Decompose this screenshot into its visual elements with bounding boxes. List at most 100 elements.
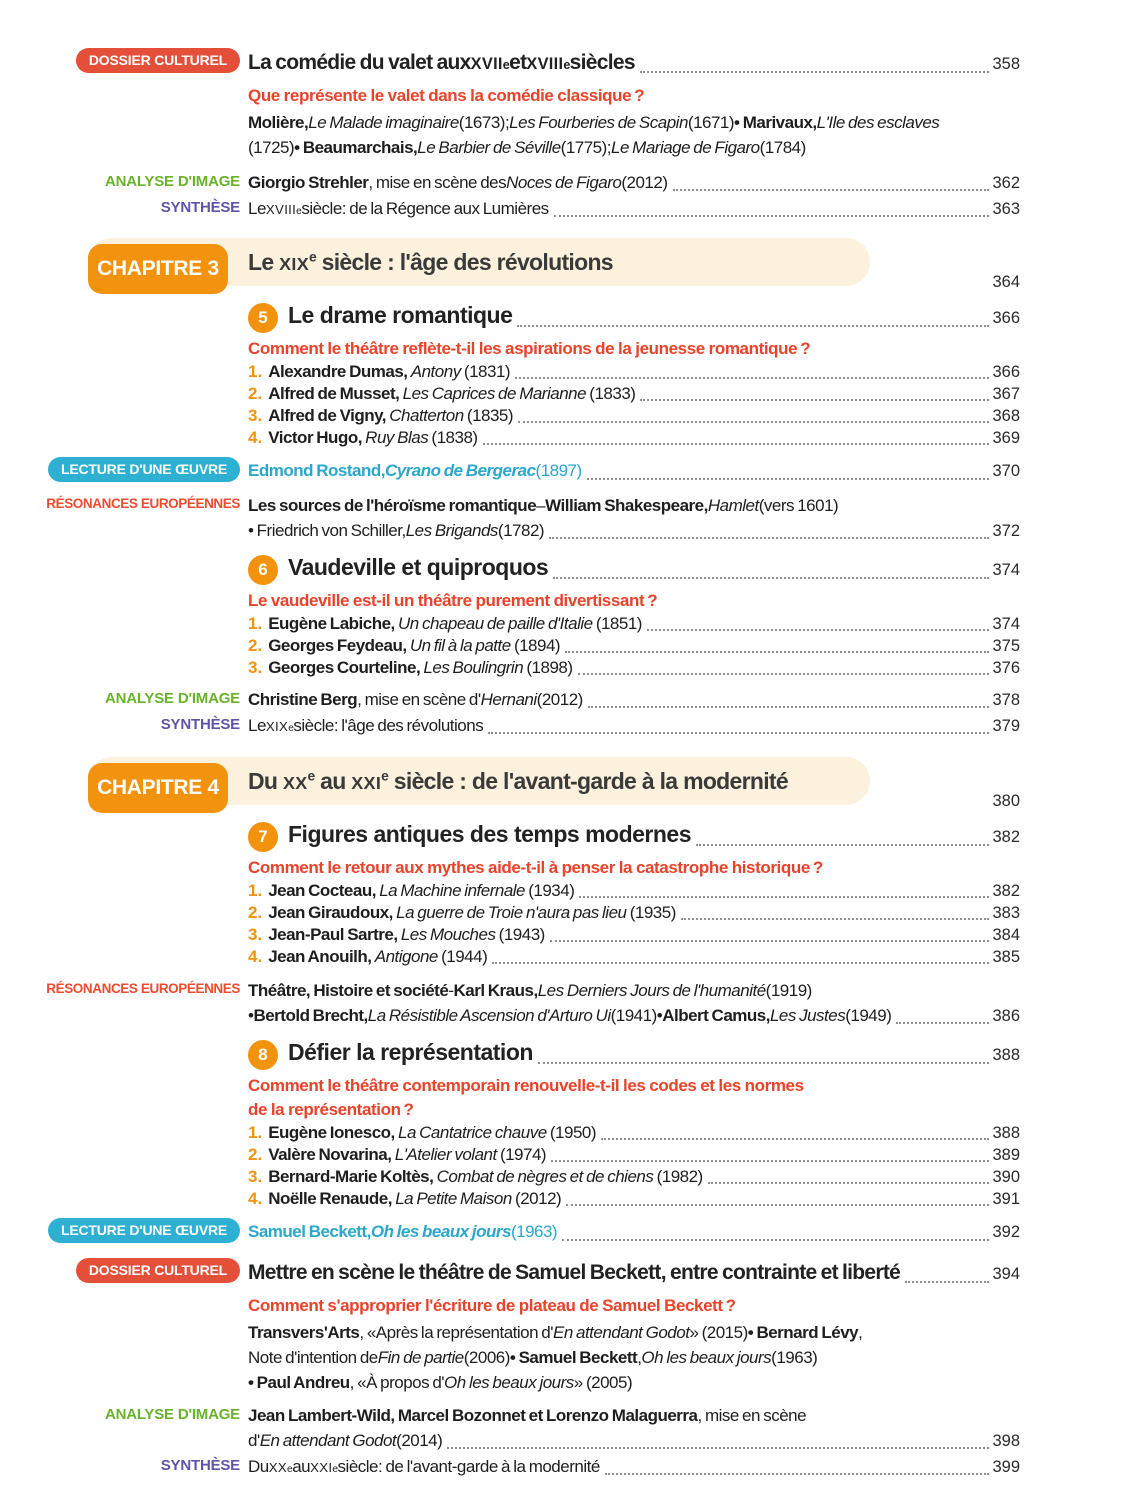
section-heading: 8 Défier la représentation 388: [248, 1039, 1020, 1071]
text-segment: Georges Feydeau,: [268, 636, 407, 655]
entry-content: Les sources de l'héroïsme romantique – W…: [248, 493, 1020, 544]
chapter-title: Le XIXe siècle : l'âge des révolutions: [248, 238, 614, 286]
item-text: Valère Novarina, L'Atelier volant (1974): [268, 1144, 546, 1165]
text-segment: Giorgio Strehler: [248, 173, 369, 192]
item-text: Jean Cocteau, La Machine infernale (1934…: [268, 880, 575, 901]
page-number: 358: [992, 55, 1020, 73]
label-gutter: ANALYSE D'IMAGE: [70, 170, 240, 190]
text-segment: La Cantatrice chauve: [398, 1123, 547, 1142]
text-segment: , «Après la représentation d': [359, 1323, 553, 1342]
text-segment: (1944): [437, 947, 488, 966]
entry-line: Giorgio Strehler, mise en scène des Noce…: [248, 170, 1020, 196]
text-segment: (1831): [460, 362, 511, 381]
page-number: 391: [992, 1190, 1020, 1208]
item-text: Alfred de Vigny, Chatterton (1835): [268, 405, 513, 426]
page-number: 388: [992, 1046, 1020, 1064]
text-segment: ,: [858, 1323, 863, 1342]
text-segment: • Bernard Lévy: [747, 1323, 859, 1342]
text-segment: Le: [248, 249, 280, 275]
superscript: e: [308, 249, 317, 265]
section-number-badge: 5: [248, 303, 278, 333]
dot-leader: [707, 1182, 990, 1184]
text-segment: (2012): [621, 173, 668, 192]
page-number: 380: [992, 792, 1020, 810]
text-segment: • Beaumarchais,: [294, 138, 418, 157]
page-number: 367: [992, 385, 1020, 403]
text-segment: siècle : de l'avant-garde à la modernité: [388, 768, 789, 794]
item-number: 3.: [248, 658, 263, 677]
dot-leader: [518, 421, 990, 423]
entry-line: Le XIX e siècle: l'âge des révolutions 379: [248, 713, 1020, 739]
synthese-label: SYNTHÈSE: [160, 199, 240, 216]
text-segment: Du: [248, 1457, 269, 1476]
dot-leader: [566, 1204, 990, 1206]
text-segment: Du: [248, 768, 283, 794]
label-gutter: SYNTHÈSE: [70, 713, 240, 733]
entry-line: • Friedrich von Schiller, Les Brigands (…: [248, 518, 1020, 544]
label-gutter: SYNTHÈSE: [70, 1454, 240, 1474]
entry-line: Samuel Beckett, Oh les beaux jours (1963…: [248, 1218, 1020, 1246]
item-text: Bernard-Marie Koltès, Combat de nègres e…: [268, 1166, 703, 1187]
text-segment: (1838): [428, 428, 478, 447]
text-segment: Théâtre, Histoire et société: [248, 981, 449, 1000]
text-segment: Eugène Ionesco,: [268, 1123, 395, 1142]
text-segment: (2012): [511, 1189, 562, 1208]
text-segment: Noces de Figaro: [506, 173, 622, 192]
entry-content: Jean Lambert-Wild, Marcel Bozonnet et Lo…: [248, 1403, 1020, 1454]
text-segment: Note d'intention de: [248, 1348, 378, 1367]
text-segment: au: [314, 768, 352, 794]
resonances-europeennes-label: RÉSONANCES EUROPÉENNES: [46, 981, 240, 996]
label-gutter: DOSSIER CULTUREL: [70, 48, 240, 73]
text-segment: Valère Novarina,: [268, 1145, 392, 1164]
toc-entry: RÉSONANCES EUROPÉENNES Les sources de l'h…: [46, 493, 1020, 544]
text-segment: (1935): [626, 903, 677, 922]
text-segment: Figures antiques des temps modernes: [288, 821, 692, 847]
text-segment: Edmond Rostand,: [248, 461, 385, 480]
entry-line: Mettre en scène le théâtre de Samuel Bec…: [248, 1258, 1020, 1289]
toc-entry: ANALYSE D'IMAGE Christine Berg, mise en s…: [70, 687, 1020, 713]
text-segment: L'Atelier volant: [394, 1145, 497, 1164]
dot-leader: [604, 1473, 990, 1475]
text-segment: William Shakespeare,: [545, 496, 708, 515]
text-segment: Chatterton: [389, 406, 464, 425]
text-segment: Jean-Paul Sartre,: [268, 925, 398, 944]
text-segment: Les Caprices de Marianne: [402, 384, 587, 403]
text-segment: XXI: [310, 1460, 333, 1475]
text-segment: -: [448, 981, 454, 1000]
text-segment: (2012): [536, 690, 584, 709]
entry-line: Le XVIII e siècle: de la Régence aux Lumi…: [248, 196, 1020, 222]
text-segment: Oh les beaux jours: [641, 1348, 772, 1367]
text-segment: Ruy Blas: [365, 428, 429, 447]
text-segment: Le: [248, 716, 266, 735]
page-number: 372: [992, 522, 1020, 540]
entry-line: La comédie du valet aux XVII e et XVIII e …: [248, 48, 1020, 79]
text-segment: Karl Kraus,: [453, 981, 538, 1000]
text-segment: (1919): [765, 981, 813, 1000]
text-segment: Noëlle Renaude,: [268, 1189, 392, 1208]
text-segment: XIX: [265, 719, 289, 734]
text-segment: (1949): [845, 1006, 892, 1025]
page-number: 382: [992, 882, 1020, 900]
text-segment: Défier la représentation: [288, 1039, 533, 1065]
text-segment: Le Mariage de Figaro: [611, 138, 760, 157]
page-number: 374: [992, 615, 1020, 633]
section-heading: 7 Figures antiques des temps modernes 382: [248, 821, 1020, 853]
item-text: Alexandre Dumas, Antony (1831): [268, 361, 510, 382]
entry-line: Les sources de l'héroïsme romantique – W…: [248, 493, 1020, 518]
text-segment: et: [509, 51, 527, 74]
dot-leader: [492, 962, 990, 964]
item-number: 3.: [248, 406, 263, 425]
dot-leader: [672, 189, 990, 191]
dossier-culturel-badge: DOSSIER CULTUREL: [75, 1258, 240, 1283]
synthese-label: SYNTHÈSE: [160, 1457, 240, 1474]
text-segment: (2014): [396, 1431, 443, 1450]
text-segment: XVII: [470, 55, 503, 73]
text-segment: Transvers'Arts: [248, 1323, 360, 1342]
dot-leader: [515, 377, 990, 379]
section-number-badge: 7: [248, 822, 278, 852]
page-number: 363: [992, 200, 1020, 218]
text-segment: Le: [248, 199, 266, 218]
entry-content: Edmond Rostand, Cyrano de Bergerac (1897…: [248, 457, 1020, 485]
dot-leader: [579, 896, 990, 898]
